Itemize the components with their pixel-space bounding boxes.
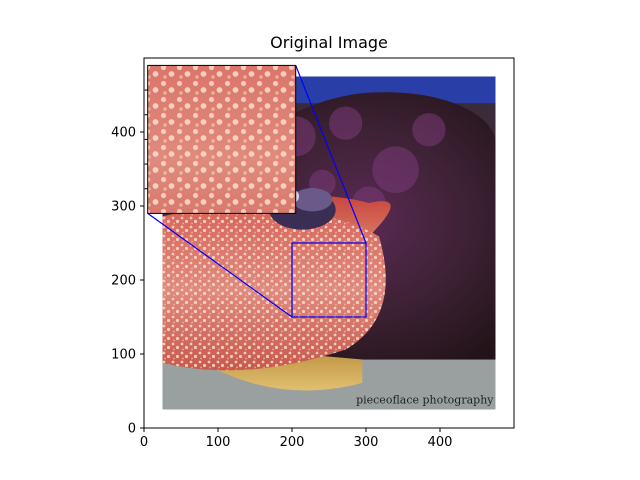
- x-tick-label: 400: [428, 435, 453, 450]
- y-tick-label: 200: [111, 274, 136, 289]
- watermark-text: pieceoflace photography: [356, 394, 494, 407]
- zoom-inset: [144, 64, 297, 214]
- zoom-connector-line-top: [295, 65, 367, 244]
- x-tick-label: 100: [206, 435, 231, 450]
- y-tick-label: 0: [128, 422, 136, 437]
- y-tick-label: 100: [111, 348, 136, 363]
- x-tick-label: 0: [140, 435, 148, 450]
- zoom-region-box: [291, 242, 367, 318]
- x-tick-label: 300: [354, 435, 379, 450]
- zoom-connector-line-bottom: [147, 212, 293, 318]
- x-tick-label: 200: [280, 435, 305, 450]
- y-tick-label: 300: [111, 200, 136, 215]
- chart-title: Original Image: [270, 33, 388, 52]
- x-axis: 0 100 200 300 400: [140, 428, 453, 450]
- y-tick-label: 400: [111, 126, 136, 141]
- y-axis: 0 100 200 300 400: [111, 126, 144, 437]
